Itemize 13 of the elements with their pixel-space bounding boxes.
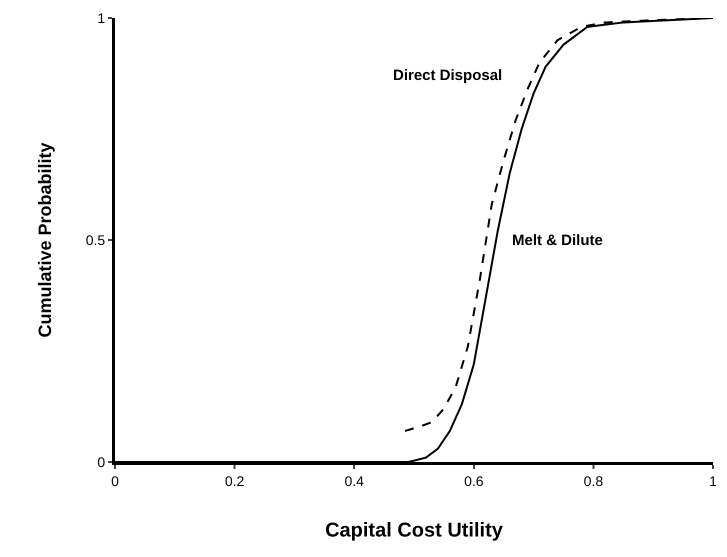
x-tick-label: 0.2 bbox=[224, 472, 245, 489]
y-tick-label: 0 bbox=[97, 454, 106, 470]
x-tick-label: 0.8 bbox=[584, 472, 604, 489]
x-tick-label: 0.4 bbox=[344, 472, 364, 489]
x-axis-title: Capital Cost Utility bbox=[325, 519, 504, 542]
x-tick-label: 1 bbox=[709, 472, 718, 489]
y-axis-title: Cumulative Probability bbox=[34, 142, 55, 338]
series-label: Melt & Dilute bbox=[512, 232, 603, 249]
x-tick-label: 0.6 bbox=[464, 472, 484, 489]
y-tick-label: 1 bbox=[97, 10, 106, 26]
x-tick-label: 0 bbox=[111, 472, 120, 489]
y-tick-label: 0.5 bbox=[86, 232, 106, 248]
series-label: Direct Disposal bbox=[393, 67, 502, 84]
